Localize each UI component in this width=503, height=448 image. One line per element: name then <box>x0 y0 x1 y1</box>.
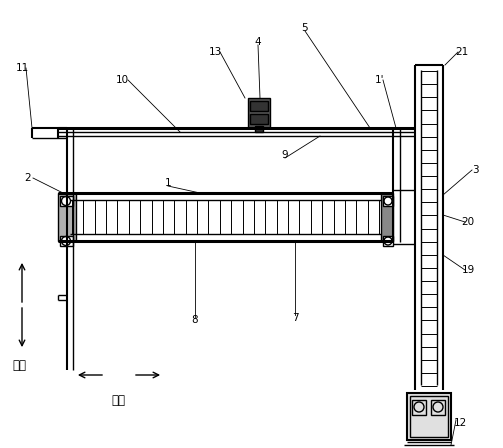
Bar <box>383 236 393 246</box>
Text: 7: 7 <box>292 313 298 323</box>
Text: 1': 1' <box>375 75 385 85</box>
Text: 2: 2 <box>25 173 31 183</box>
Text: 21: 21 <box>455 47 469 57</box>
Text: 横向: 横向 <box>111 393 125 406</box>
Text: 12: 12 <box>453 418 467 428</box>
Bar <box>383 196 393 206</box>
Bar <box>58 193 76 241</box>
Bar <box>250 114 268 124</box>
Bar <box>250 101 268 111</box>
Bar <box>407 393 451 440</box>
Text: 10: 10 <box>115 75 129 85</box>
Text: 20: 20 <box>461 217 474 227</box>
Text: 9: 9 <box>282 150 288 160</box>
Text: 13: 13 <box>208 47 222 57</box>
Text: 11: 11 <box>16 63 29 73</box>
Text: 8: 8 <box>192 315 198 325</box>
Bar <box>412 400 426 415</box>
Bar <box>60 196 73 206</box>
Bar <box>381 193 393 241</box>
Text: 1: 1 <box>164 178 172 188</box>
Text: 纵向: 纵向 <box>12 358 26 371</box>
Bar <box>410 396 448 437</box>
Text: 3: 3 <box>472 165 478 175</box>
Bar <box>60 236 73 246</box>
Text: 4: 4 <box>255 37 262 47</box>
Text: 5: 5 <box>302 23 308 33</box>
Bar <box>255 126 263 132</box>
Bar <box>248 98 270 128</box>
Bar <box>431 400 445 415</box>
Text: 19: 19 <box>461 265 475 275</box>
